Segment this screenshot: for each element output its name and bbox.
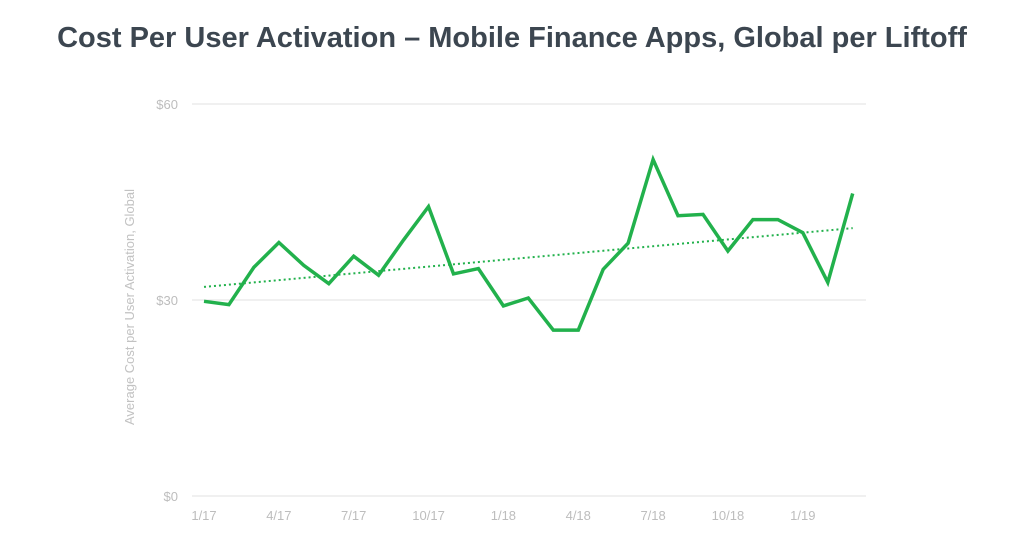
y-tick-label: $0: [164, 489, 178, 504]
x-tick-label: 7/17: [341, 508, 366, 523]
x-tick-label: 10/18: [712, 508, 745, 523]
x-tick-label: 4/18: [566, 508, 591, 523]
x-tick-label: 7/18: [640, 508, 665, 523]
x-tick-label: 10/17: [412, 508, 445, 523]
x-axis-ticks: 1/17 4/17 7/17 10/17 1/18 4/18 7/18 10/18 1/19: [191, 508, 815, 523]
x-tick-label: 1/19: [790, 508, 815, 523]
x-tick-label: 1/18: [491, 508, 516, 523]
y-tick-label: $30: [156, 293, 178, 308]
chart-title: Cost Per User Activation – Mobile Financ…: [57, 22, 967, 54]
y-tick-label: $60: [156, 97, 178, 112]
plot-area: [203, 154, 855, 332]
x-tick-label: 1/17: [191, 508, 216, 523]
y-axis-ticks: $0 $30 $60: [156, 97, 178, 504]
x-tick-label: 4/17: [266, 508, 291, 523]
trend-line: [203, 227, 853, 288]
y-axis-label: Average Cost per User Activation, Global: [122, 189, 137, 425]
series-line: [203, 154, 855, 332]
